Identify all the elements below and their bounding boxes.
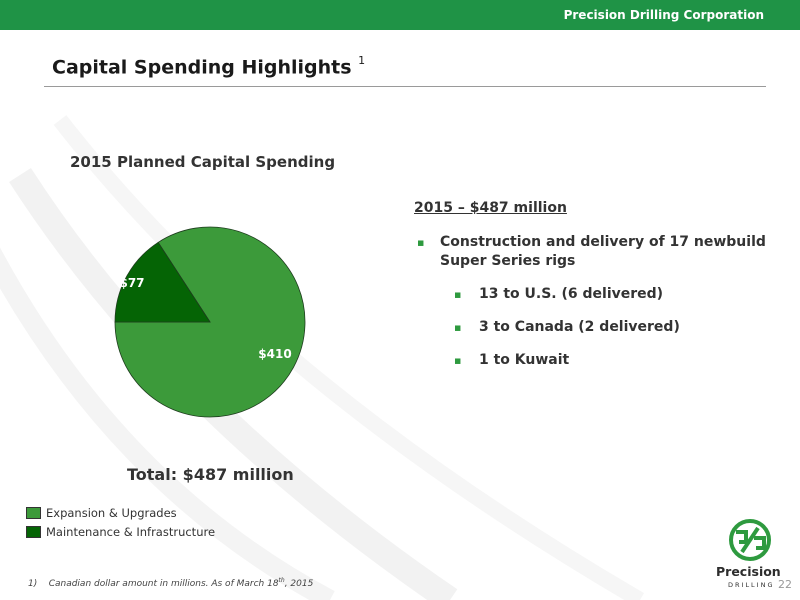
legend-swatch-maintenance <box>26 525 41 538</box>
precision-logo-icon <box>729 519 771 561</box>
sub-bullet-kuwait: ▪ 1 to Kuwait <box>454 351 794 370</box>
sub-bullet-kuwait-text: 1 to Kuwait <box>479 352 570 368</box>
sub-bullet-canada: ▪ 3 to Canada (2 delivered) <box>454 318 794 337</box>
slide-title: Capital Spending Highlights 1 <box>52 54 366 79</box>
footnote-text: Canadian dollar amount in millions. As o… <box>48 579 279 589</box>
bullet-square-icon: ▪ <box>454 354 462 367</box>
bullet-newbuild-text: Construction and delivery of 17 newbuild… <box>440 234 766 269</box>
bullet-square-icon: ▪ <box>454 321 462 334</box>
footnote: 1) Canadian dollar amount in millions. A… <box>28 577 313 589</box>
pie-label-expansion: $410 <box>258 347 291 361</box>
title-divider <box>44 86 766 87</box>
chart-legend: Expansion & Upgrades Maintenance & Infra… <box>26 503 215 541</box>
title-footnote-ref: 1 <box>358 54 366 67</box>
pie-chart: $410 $77 <box>114 226 306 418</box>
logo-subtitle: DRILLING <box>728 581 775 589</box>
page-number: 22 <box>778 578 792 591</box>
header-bar: Precision Drilling Corporation <box>0 0 800 30</box>
footnote-marker: 1) <box>28 579 38 589</box>
chart-title: 2015 Planned Capital Spending <box>70 153 336 171</box>
legend-swatch-expansion <box>26 506 41 519</box>
logo-name: Precision <box>716 564 781 579</box>
footnote-superscript: th <box>278 577 285 584</box>
legend-item-maintenance: Maintenance & Infrastructure <box>26 522 215 541</box>
bullet-square-icon: ▪ <box>417 236 425 249</box>
legend-label-expansion: Expansion & Upgrades <box>46 505 177 520</box>
legend-label-maintenance: Maintenance & Infrastructure <box>46 524 216 539</box>
pie-label-maintenance: $77 <box>119 276 144 290</box>
bullet-square-icon: ▪ <box>454 288 462 301</box>
sub-bullet-canada-text: 3 to Canada (2 delivered) <box>479 319 680 335</box>
slide-title-text: Capital Spending Highlights <box>52 56 352 79</box>
bullet-newbuild: ▪ Construction and delivery of 17 newbui… <box>414 233 794 271</box>
footnote-text-end: , 2015 <box>284 579 314 589</box>
sub-bullet-us-text: 13 to U.S. (6 delivered) <box>479 286 664 302</box>
summary-panel: 2015 – $487 million ▪ Construction and d… <box>414 200 794 370</box>
pie-slice-maintenance <box>114 241 211 323</box>
chart-total: Total: $487 million <box>127 465 294 484</box>
legend-item-expansion: Expansion & Upgrades <box>26 503 215 522</box>
summary-heading: 2015 – $487 million <box>414 200 567 216</box>
corporation-name: Precision Drilling Corporation <box>563 8 764 22</box>
sub-bullet-us: ▪ 13 to U.S. (6 delivered) <box>454 285 794 304</box>
